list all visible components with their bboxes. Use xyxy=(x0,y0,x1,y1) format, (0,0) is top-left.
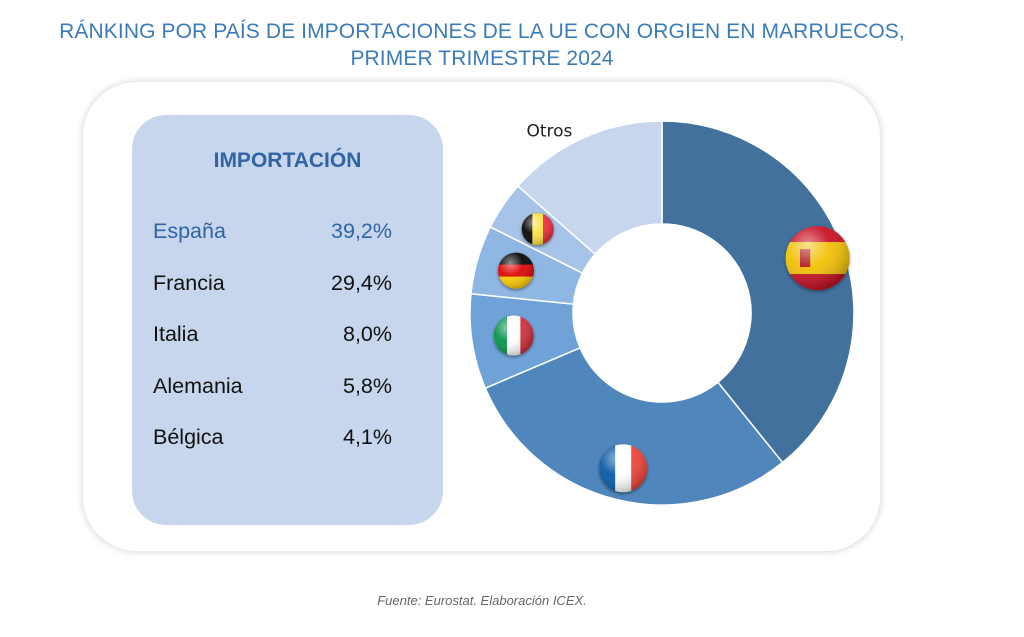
legend-value: 5,8% xyxy=(342,374,392,398)
legend-value: 39,2% xyxy=(331,219,392,243)
legend-country: Alemania xyxy=(153,374,243,398)
donut-chart: Otros xyxy=(460,120,870,525)
legend-row-italia: Italia 8,0% xyxy=(153,322,392,350)
chart-title: RÁNKING POR PAÍS DE IMPORTACIONES DE LA … xyxy=(0,18,964,72)
chart-title-line-1: RÁNKING POR PAÍS DE IMPORTACIONES DE LA … xyxy=(59,20,905,43)
legend-country: Francia xyxy=(153,271,225,295)
legend-row-francia: Francia 29,4% xyxy=(153,271,392,299)
legend-country: Italia xyxy=(153,322,199,346)
legend-row-belgica: Bélgica 4,1% xyxy=(153,425,392,453)
donut-slice-label-otros: Otros xyxy=(526,121,572,141)
germany-flag-icon xyxy=(498,252,535,289)
france-flag-icon xyxy=(599,444,648,493)
legend-country: Bélgica xyxy=(153,425,224,449)
legend-box: IMPORTACIÓN España 39,2% Francia 29,4% I… xyxy=(132,115,443,525)
legend-value: 29,4% xyxy=(331,271,392,295)
legend-country: España xyxy=(153,219,226,243)
italy-flag-icon xyxy=(493,315,534,356)
legend-value: 4,1% xyxy=(342,425,392,449)
belgium-flag-icon xyxy=(521,213,554,246)
legend-value: 8,0% xyxy=(342,322,392,346)
legend-heading: IMPORTACIÓN xyxy=(213,149,362,172)
donut-slice-francia xyxy=(484,346,784,506)
spain-flag-icon xyxy=(785,226,850,291)
chart-title-line-2: PRIMER TRIMESTRE 2024 xyxy=(350,47,614,70)
source-note: Fuente: Eurostat. Elaboración ICEX. xyxy=(377,593,587,608)
legend-row-alemania: Alemania 5,8% xyxy=(153,374,392,402)
donut-slice-espaa xyxy=(661,120,855,464)
donut-slice-otros xyxy=(516,120,663,256)
legend-row-espana: España 39,2% xyxy=(153,219,392,247)
donut-chart-svg: Otros xyxy=(469,120,855,506)
